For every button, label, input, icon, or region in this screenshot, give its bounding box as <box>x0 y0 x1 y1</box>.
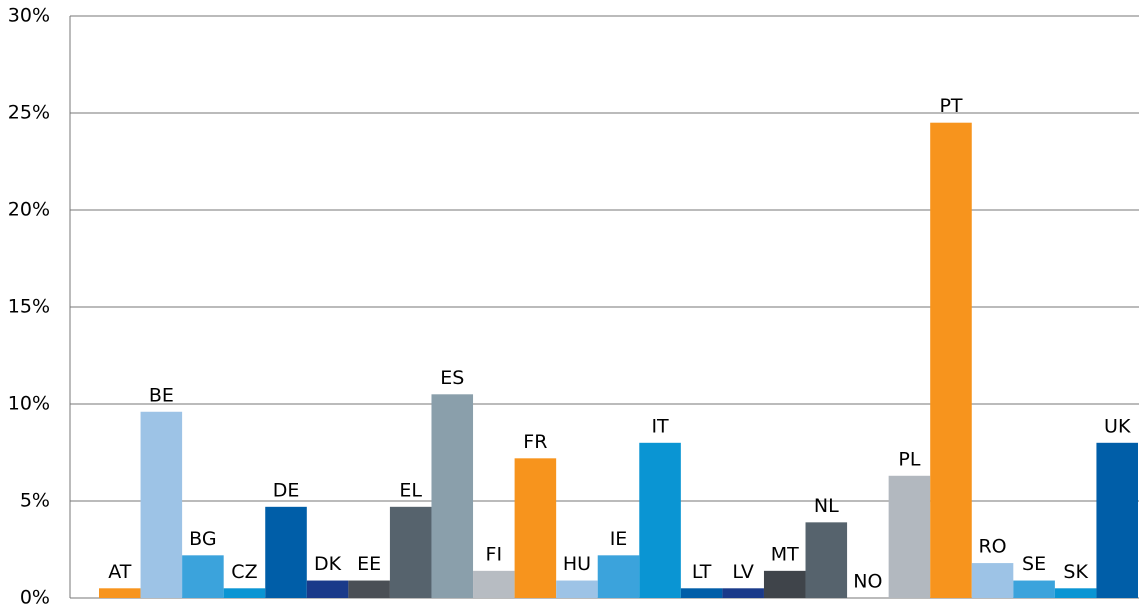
bar <box>722 588 764 598</box>
bar <box>265 506 307 598</box>
bar <box>888 475 931 598</box>
bar-label: LT <box>692 561 712 583</box>
bar <box>223 588 266 598</box>
bar-label: PT <box>939 95 962 117</box>
bar <box>763 570 806 598</box>
bar <box>99 588 141 598</box>
bar <box>1013 580 1055 598</box>
bar-label: BE <box>149 384 174 406</box>
y-tick-label: 15% <box>8 296 50 318</box>
bar <box>389 506 432 598</box>
bar-label: RO <box>978 536 1006 558</box>
bar-label: CZ <box>231 561 257 583</box>
bar <box>140 411 183 598</box>
bar-label: LV <box>732 561 754 583</box>
bar <box>182 555 224 598</box>
bar-label: DE <box>273 479 300 501</box>
bar-label: FI <box>486 543 503 565</box>
bar-label: EE <box>357 553 381 575</box>
bar <box>514 458 557 598</box>
y-tick-label: 10% <box>8 393 50 415</box>
bar <box>348 580 390 598</box>
y-tick-label: 25% <box>8 102 50 124</box>
bar-label: IE <box>610 528 628 550</box>
bar <box>306 580 349 598</box>
bar-label: BG <box>189 528 216 550</box>
bar-label: DK <box>314 553 342 575</box>
bar-label: UK <box>1104 415 1131 437</box>
bar <box>639 442 681 598</box>
bar <box>680 588 723 598</box>
bar-label: MT <box>771 543 799 565</box>
y-tick-label: 30% <box>8 5 50 27</box>
bar <box>473 570 515 598</box>
bar <box>597 555 640 598</box>
bar-label: NL <box>814 495 839 517</box>
bar <box>930 122 972 598</box>
bar-label: EL <box>399 479 422 501</box>
bar-label: NO <box>853 571 882 593</box>
y-tick-label: 0% <box>20 587 50 605</box>
bar <box>805 522 848 598</box>
bar-label: IT <box>651 415 669 437</box>
bar-label: SK <box>1063 561 1088 583</box>
bar <box>431 394 474 598</box>
bar <box>556 580 598 598</box>
bar-label: ES <box>440 367 464 389</box>
bar <box>1054 588 1097 598</box>
bar <box>971 563 1014 598</box>
bar-label: FR <box>523 431 547 453</box>
bar-label: SE <box>1022 553 1046 575</box>
y-tick-label: 20% <box>8 199 50 221</box>
bar-label: PL <box>898 448 920 470</box>
bar <box>1096 442 1138 598</box>
bar-label: HU <box>563 553 591 575</box>
y-tick-label: 5% <box>20 490 50 512</box>
bar-label: AT <box>108 561 132 583</box>
